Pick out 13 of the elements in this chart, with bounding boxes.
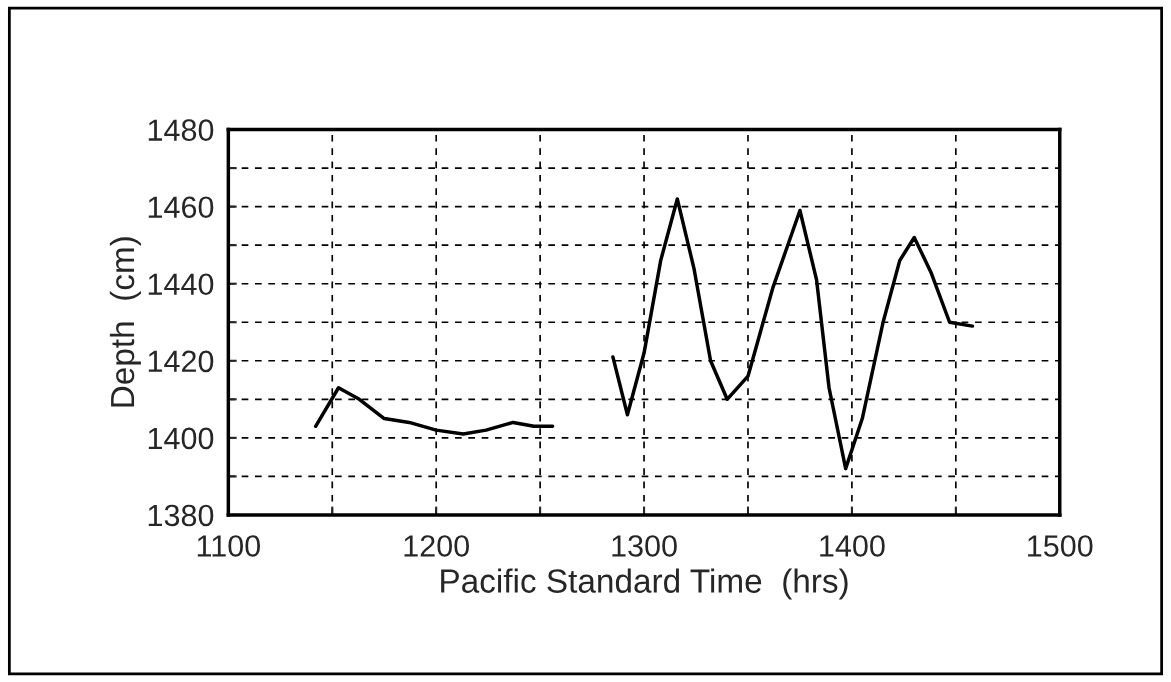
x-axis-title: Pacific Standard Time (hrs) (441, 568, 848, 600)
y-axis-title: Depth (cm) (109, 237, 141, 407)
y-tick-label: 1480 (148, 119, 214, 141)
x-tick-label: 1200 (404, 535, 469, 557)
y-tick-label: 1420 (148, 350, 214, 373)
x-tick-label: 1300 (612, 535, 677, 557)
y-tick-label: 1380 (148, 504, 214, 527)
x-tick-label: 1100 (197, 535, 261, 557)
x-tick-label: 1400 (820, 535, 885, 557)
y-tick-label: 1440 (148, 273, 214, 296)
x-tick-label: 1500 (1028, 535, 1093, 557)
y-tick-label: 1400 (148, 427, 214, 450)
y-tick-label: 1460 (148, 196, 214, 219)
